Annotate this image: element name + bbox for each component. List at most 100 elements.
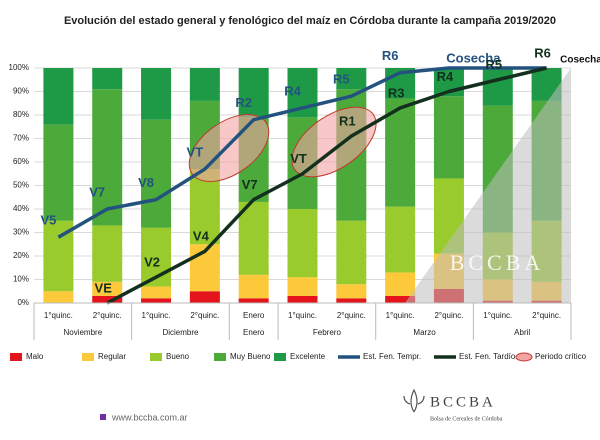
critical-period [291,106,377,178]
y-tick-label: 60% [13,157,29,166]
stage-label: VT [290,151,307,166]
axis: 0% 10% 20% 30% 40% 50% 60% 70% 80% 90% 100% 1°quinc… [9,63,572,340]
stage-label: R3 [388,85,405,100]
footer-brand: BCCBA [430,394,496,410]
bar-segment [141,286,172,299]
x-tick-label: 1°quinc. [142,311,171,320]
legend-swatch [150,353,162,361]
y-tick-label: 90% [13,87,29,96]
bar-segment [43,291,74,303]
stage-label: V4 [193,229,210,244]
legend-label: Bueno [166,352,190,361]
legend-label: Excelente [290,352,326,361]
y-tick-label: 80% [13,110,29,119]
bar-segment [189,291,220,303]
x-tick-label: 2°quinc. [337,311,366,320]
group-label: Marzo [413,328,436,337]
stage-label: R5 [333,72,350,87]
bar-segment [385,98,416,207]
stage-label: R6 [534,45,551,60]
stage-label: R1 [339,114,356,129]
stage-label: V8 [138,175,154,190]
bar-segment [385,206,416,273]
bar-segment [92,89,123,226]
bar-segment [287,295,318,303]
bar-segment [43,68,74,125]
x-tick-label: 2°quinc. [93,311,122,320]
bar-segment [433,96,464,179]
stage-label: VE [95,280,113,295]
bar-segment [336,284,367,299]
bar-segment [336,68,367,90]
y-tick-label: 50% [13,181,29,190]
stage-label: V7 [89,184,105,199]
bar-segment [287,277,318,296]
chart-title: Evolución del estado general y fenológic… [64,15,556,27]
x-tick-label: Enero [243,311,265,320]
group-label: Febrero [313,328,342,337]
bar-segment [482,68,513,106]
stage-label: Cosecha [446,50,501,65]
footer-bullet [100,414,106,420]
stage-label: R6 [382,48,399,63]
footer-brand-sub: Bolsa de Cereales de Córdoba [430,416,503,422]
x-tick-label: 2°quinc. [190,311,219,320]
bar-segment [92,295,123,303]
lines: V5 V7 V8 VT R2 R4 R5 R6 Cosecha VE V2 V4 V7 VT R1 R3 R4 R… [40,45,600,305]
stage-label: VT [187,144,204,159]
legend-label: Malo [26,352,44,361]
legend-label: Est. Fen. Tempr. [363,352,421,361]
x-tick-label: 2°quinc. [532,311,561,320]
y-tick-label: 100% [9,63,29,72]
bar-segment [238,298,269,303]
x-tick-label: 1°quinc. [483,311,512,320]
y-tick-label: 20% [13,251,29,260]
y-tick-label: 10% [13,275,29,284]
bar-segment [336,298,367,303]
legend-label: Regular [98,352,126,361]
bar-segment [287,209,318,278]
legend-swatch [274,353,286,361]
legend-swatch [214,353,226,361]
legend-label: Periodo crítico [535,352,587,361]
bar-segment [141,119,172,228]
group-label: Abril [514,328,530,337]
y-tick-label: 40% [13,204,29,213]
bar-segment [238,68,269,118]
bar-segment [385,272,416,296]
bar-segment [92,281,123,296]
y-tick-label: 70% [13,134,29,143]
x-tick-label: 1°quinc. [288,311,317,320]
watermark-triangle [405,68,571,303]
legend-swatch [82,353,94,361]
footer-logo [403,388,425,413]
bar-segment [385,295,416,303]
bar-segment [43,124,74,221]
stage-label: R4 [437,69,454,84]
y-tick-label: 30% [13,228,29,237]
bar-segment [141,298,172,303]
stage-label: V5 [40,213,56,228]
stage-label: R5 [485,57,502,72]
footer-url: www.bccba.com.ar [111,412,188,422]
bar-segment [189,68,220,101]
bar-segment [238,201,269,275]
bar-segment [238,274,269,299]
legend-swatch [515,352,533,362]
x-tick-label: 1°quinc. [386,311,415,320]
group-label: Enero [243,328,265,337]
stage-label: R4 [284,83,301,98]
group-label: Noviembre [63,328,102,337]
bar-segment [92,225,123,282]
legend-label: Est. Fen. Tardío [459,352,516,361]
watermark: BCCBA [450,250,545,275]
stage-label: R2 [235,95,252,110]
legend-swatch [10,353,22,361]
stage-label: V2 [144,255,160,270]
line [57,66,547,239]
bar-segment [141,68,172,120]
stage-label: V7 [242,177,258,192]
end-label: Cosecha [560,55,600,66]
line [106,66,548,305]
